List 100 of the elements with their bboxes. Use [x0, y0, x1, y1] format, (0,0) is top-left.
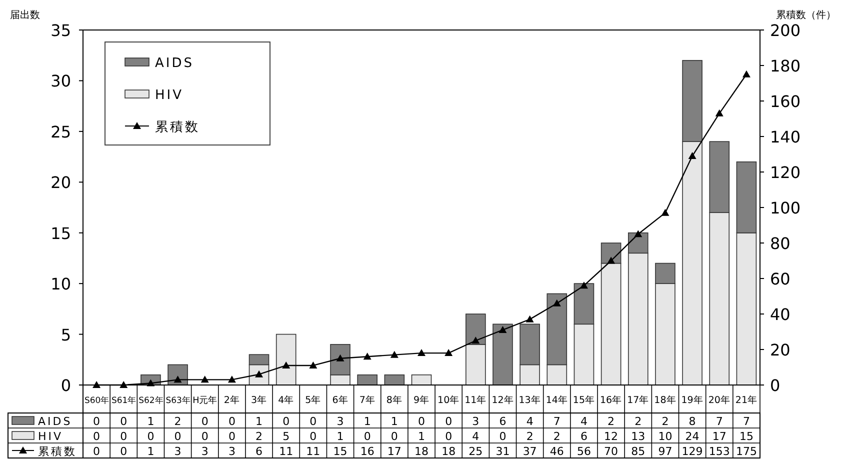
- x-tick-label: 20年: [708, 394, 730, 406]
- y2-tick-label: 120: [770, 163, 801, 182]
- data-label: 0: [445, 430, 452, 443]
- data-label: 3: [201, 445, 208, 458]
- data-label: 13: [631, 430, 646, 443]
- text: HIV: [38, 430, 64, 443]
- x-tick-label: 7年: [359, 394, 376, 406]
- data-label: 1: [147, 415, 154, 428]
- data-label: 15: [333, 445, 348, 458]
- text: 累積数: [38, 445, 77, 458]
- data-label: 10: [658, 430, 672, 443]
- data-label: 18: [442, 445, 456, 458]
- x-tick-label: 2年: [224, 394, 240, 406]
- data-label: 2: [662, 415, 669, 428]
- data-label: 0: [499, 430, 506, 443]
- x-tick-label: 12年: [492, 394, 514, 406]
- data-label: 25: [468, 445, 483, 458]
- data-label: 0: [147, 430, 154, 443]
- x-tick-label: 5年: [305, 394, 322, 406]
- data-label: 2: [634, 415, 642, 428]
- data-label: 4: [472, 430, 480, 443]
- data-label: 11: [306, 445, 320, 458]
- data-label: 15: [739, 430, 754, 443]
- y-tick-label: 35: [50, 21, 71, 40]
- y-tick-label: 10: [50, 274, 71, 294]
- y2-axis-title: 累積数（件）: [776, 9, 836, 21]
- data-label: 24: [685, 430, 700, 443]
- x-tick-label: 18年: [654, 394, 676, 406]
- data-label: 0: [310, 415, 317, 428]
- data-label: 70: [604, 445, 618, 458]
- x-tick-label: 3年: [250, 394, 268, 406]
- data-label: 1: [390, 415, 398, 428]
- data-label: 0: [120, 415, 128, 428]
- y2-tick-label: 0: [770, 376, 780, 395]
- data-label: 5: [282, 430, 290, 443]
- data-label: 2: [553, 430, 560, 443]
- data-label: 11: [279, 445, 294, 458]
- data-label: 37: [522, 445, 537, 458]
- x-tick-label: 15年: [572, 394, 596, 406]
- data-label: 2: [256, 430, 263, 443]
- data-label: 0: [390, 430, 398, 443]
- x-tick-label: S61年: [112, 395, 136, 405]
- data-label: 0: [310, 430, 317, 443]
- data-label: 0: [93, 430, 100, 443]
- x-tick-label: 10年: [438, 394, 460, 406]
- data-label: 1: [147, 445, 154, 458]
- x-tick-label: 21年: [735, 394, 758, 406]
- y-tick-label: 0: [60, 376, 71, 395]
- data-label: 97: [658, 445, 672, 458]
- data-label: 0: [445, 415, 452, 428]
- data-label: 3: [228, 445, 236, 458]
- data-label: 2: [174, 415, 182, 428]
- x-tick-label: H元年: [192, 395, 218, 406]
- data-label: 56: [576, 445, 591, 458]
- x-tick-label: 19年: [681, 394, 704, 406]
- x-tick-label: 6年: [332, 394, 348, 406]
- data-label: 17: [387, 445, 402, 458]
- y-tick-label: 15: [50, 224, 71, 243]
- data-label: 0: [201, 415, 208, 428]
- x-tick-label: S62年: [138, 395, 163, 405]
- y-tick-label: 20: [50, 173, 71, 192]
- y2-tick-label: 60: [770, 270, 790, 288]
- data-label: 3: [174, 445, 182, 458]
- data-label: 0: [120, 445, 128, 458]
- data-label: 3: [472, 415, 480, 428]
- x-tick-label: 4年: [278, 394, 294, 406]
- legend-label: 累積数: [155, 120, 200, 135]
- data-label: 8: [688, 415, 696, 428]
- x-tick-label: 11年: [464, 394, 487, 406]
- data-label: 4: [526, 415, 534, 428]
- y-tick-label: 5: [60, 325, 71, 344]
- data-label: 0: [93, 445, 100, 458]
- data-label: 0: [282, 415, 290, 428]
- legend-label: HIV: [155, 88, 184, 103]
- y2-tick-label: 200: [770, 21, 801, 40]
- data-label: 46: [550, 445, 564, 458]
- x-tick-label: 16年: [600, 394, 622, 406]
- data-label: 1: [336, 430, 344, 443]
- y2-tick-label: 180: [770, 56, 801, 76]
- y2-tick-label: 20: [770, 340, 790, 360]
- data-label: 2: [608, 415, 615, 428]
- y-tick-label: 25: [50, 122, 71, 142]
- data-label: 85: [631, 445, 646, 458]
- data-label: 31: [496, 445, 510, 458]
- data-label: 12: [604, 430, 618, 443]
- data-label: 129: [682, 445, 703, 458]
- data-label: 7: [553, 415, 560, 428]
- data-label: 6: [499, 415, 506, 428]
- data-label: 153: [708, 445, 730, 458]
- x-tick-label: 9年: [413, 394, 430, 406]
- x-tick-label: S63年: [166, 395, 190, 405]
- y-tick-label: 30: [50, 72, 71, 91]
- y2-tick-label: 140: [770, 128, 801, 146]
- data-label: 1: [256, 415, 263, 428]
- data-label: 0: [228, 430, 236, 443]
- x-tick-label: 14年: [546, 394, 568, 406]
- data-label: 18: [414, 445, 428, 458]
- x-tick-label: 13年: [518, 394, 541, 406]
- x-tick-label: 17年: [627, 394, 650, 406]
- data-label: 6: [580, 430, 588, 443]
